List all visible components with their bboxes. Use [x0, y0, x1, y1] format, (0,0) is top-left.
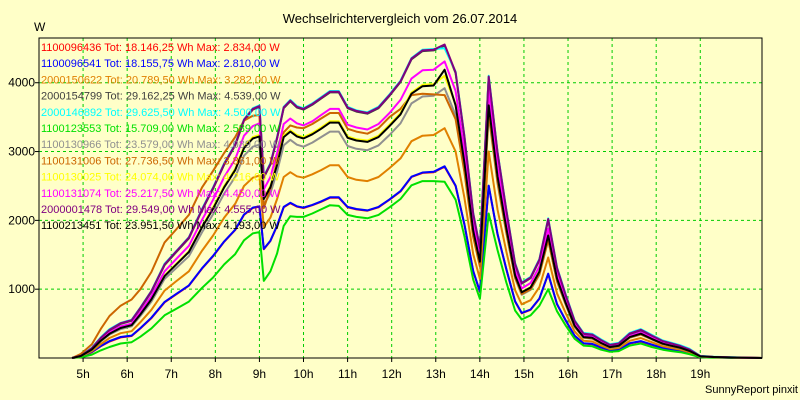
legend-entry-1100096436: 1100096436 Tot: 18.146,25 Wh Max: 2.834,… — [41, 42, 280, 54]
credit-text: SunnyReport pinxit — [705, 384, 798, 396]
x-tick-label: 5h — [76, 367, 89, 381]
legend-entry-1100123553: 1100123553 Tot: 15.709,00 Wh Max: 2.589,… — [41, 123, 280, 135]
y-tick-label: 2000 — [8, 213, 35, 227]
x-tick-label: 15h — [514, 367, 534, 381]
x-tick-label: 7h — [165, 367, 178, 381]
legend: 1100096436 Tot: 18.146,25 Wh Max: 2.834,… — [41, 42, 281, 232]
series-line-1100123553 — [72, 180, 763, 359]
y-axis-label: W — [34, 20, 46, 34]
x-tick-label: 18h — [646, 367, 666, 381]
chart-title: Wechselrichtervergleich vom 26.07.2014 — [283, 11, 518, 26]
legend-entry-1100130025: 1100130025 Tot: 24.074,00 Wh Max: 4.216,… — [41, 172, 280, 184]
x-tick-label: 12h — [382, 367, 402, 381]
y-tick-label: 3000 — [8, 145, 35, 159]
legend-entry-2000001478: 2000001478 Tot: 29.549,00 Wh Max: 4.555,… — [41, 204, 281, 216]
series-line-1100096541 — [71, 165, 763, 359]
x-tick-label: 10h — [293, 367, 313, 381]
legend-entry-1100131074: 1100131074 Tot: 25.217,50 Wh Max: 4.450,… — [41, 188, 280, 200]
x-tick-label: 19h — [690, 367, 710, 381]
series-line-1100213451 — [71, 68, 763, 359]
legend-entry-2000154799: 2000154799 Tot: 29.162,25 Wh Max: 4.539,… — [41, 91, 281, 103]
axis-ticks: 5h 6h 7h 8h 9h 10h 11h 12h 13h 14h 15h 16h 17h 18h 19h… — [8, 76, 710, 381]
legend-entry-2000146892: 2000146892 Tot: 29.625,50 Wh Max: 4.500,… — [41, 107, 281, 119]
legend-entry-1100131006: 1100131006 Tot: 27.736,50 Wh Max: 3.861,… — [41, 155, 280, 167]
legend-entry-2000150622: 2000150622 Tot: 20.789,50 Wh Max: 3.282,… — [41, 74, 281, 86]
legend-entry-1100130966: 1100130966 Tot: 23.579,00 Wh Max: 4.089,… — [41, 139, 280, 151]
legend-entry-1100096541: 1100096541 Tot: 18.155,75 Wh Max: 2.810,… — [41, 58, 280, 70]
y-tick-label: 4000 — [8, 76, 35, 90]
x-tick-label: 6h — [120, 367, 133, 381]
x-tick-label: 14h — [470, 367, 490, 381]
series-lines — [71, 43, 763, 359]
series-line-2000150622 — [71, 127, 763, 359]
legend-entry-1100213451: 1100213451 Tot: 23.951,50 Wh Max: 4.193,… — [41, 220, 280, 232]
x-tick-label: 13h — [426, 367, 446, 381]
x-tick-label: 17h — [602, 367, 622, 381]
plot-frame — [38, 37, 763, 359]
x-tick-label: 8h — [209, 367, 222, 381]
x-tick-label: 9h — [253, 367, 266, 381]
series-line-2000001478 — [71, 43, 763, 359]
x-tick-label: 11h — [338, 367, 357, 381]
x-tick-label: 16h — [558, 367, 578, 381]
y-tick-label: 1000 — [8, 282, 35, 296]
